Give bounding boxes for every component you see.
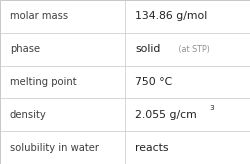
Text: 134.86 g/mol: 134.86 g/mol [135,11,207,21]
Text: solid: solid [135,44,160,54]
Text: reacts: reacts [135,143,168,153]
Text: 2.055 g/cm: 2.055 g/cm [135,110,197,120]
Text: 3: 3 [210,105,214,111]
Text: (at STP): (at STP) [176,45,210,54]
Text: melting point: melting point [10,77,76,87]
Text: density: density [10,110,47,120]
Text: molar mass: molar mass [10,11,68,21]
Text: solubility in water: solubility in water [10,143,99,153]
Text: 750 °C: 750 °C [135,77,172,87]
Text: phase: phase [10,44,40,54]
